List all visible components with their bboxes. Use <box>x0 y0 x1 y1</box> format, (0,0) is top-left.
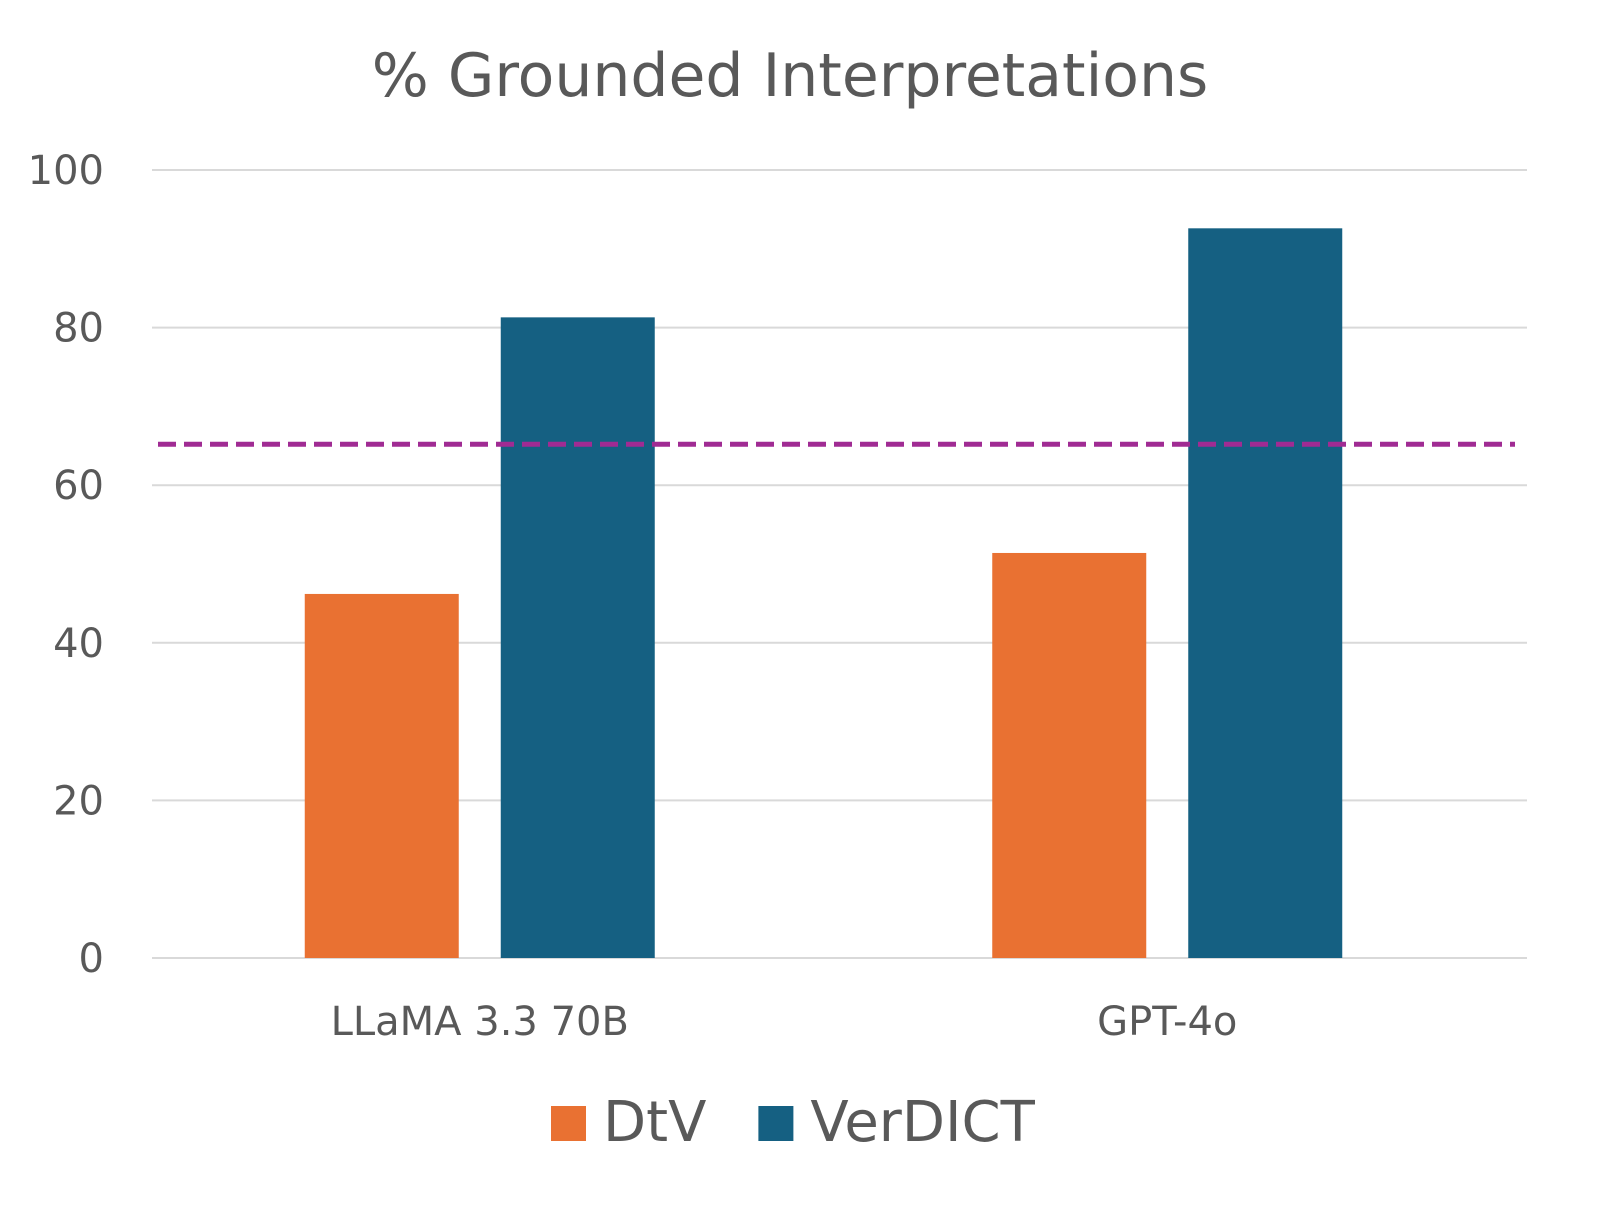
y-tick-label: 60 <box>53 463 104 509</box>
bars <box>304 228 1343 959</box>
bar-dtv-0 <box>304 593 459 958</box>
legend-label-verdict: VerDICT <box>810 1090 1035 1155</box>
legend-label-dtv: DtV <box>603 1090 706 1155</box>
legend-swatch-dtv <box>551 1106 586 1141</box>
y-tick-label: 0 <box>79 936 104 982</box>
x-tick-label: LLaMA 3.3 70B <box>331 999 629 1045</box>
legend-swatch-verdict <box>758 1106 794 1141</box>
y-tick-label: 20 <box>53 778 104 824</box>
x-tick-label: GPT-4o <box>1097 999 1237 1045</box>
bar-verdict-0 <box>500 317 655 959</box>
legend: DtV VerDICT <box>551 1090 1036 1155</box>
y-tick-label: 40 <box>53 621 104 667</box>
y-tick-label: 80 <box>53 306 104 352</box>
x-axis-ticks: LLaMA 3.3 70B GPT-4o <box>331 999 1238 1045</box>
y-tick-label: 100 <box>28 148 104 194</box>
bar-verdict-1 <box>1188 228 1343 958</box>
bar-dtv-1 <box>992 552 1147 958</box>
chart-title: % Grounded Interpretations <box>372 41 1209 111</box>
y-axis-ticks: 0 20 40 60 80 100 <box>28 148 104 982</box>
